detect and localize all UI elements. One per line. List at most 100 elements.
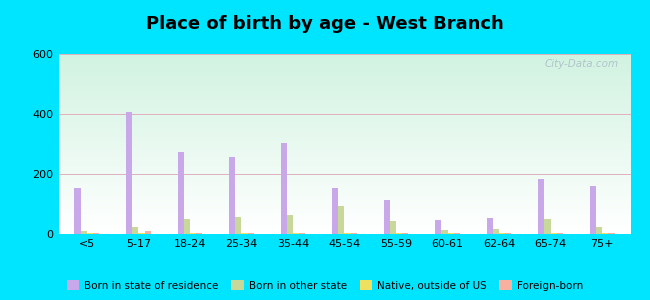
Bar [58,186,630,187]
Bar [58,160,630,161]
Bar [299,233,305,234]
Bar [58,194,630,195]
Bar [390,220,396,234]
Bar [436,220,441,234]
Bar [58,227,630,228]
Bar [58,69,630,70]
Bar [538,179,545,234]
Bar [248,233,254,234]
Bar [58,130,630,131]
Bar [58,199,630,200]
Bar [58,159,630,160]
Bar [58,76,630,77]
Bar [58,93,630,94]
Bar [58,167,630,168]
Bar [557,233,563,234]
Bar [58,196,630,197]
Bar [58,191,630,192]
Bar [384,200,390,234]
Bar [58,225,630,226]
Bar [58,146,630,147]
Bar [602,233,608,234]
Bar [58,95,630,96]
Bar [58,168,630,169]
Text: Place of birth by age - West Branch: Place of birth by age - West Branch [146,15,504,33]
Bar [58,54,630,55]
Bar [58,127,630,128]
Bar [184,219,190,234]
Bar [58,204,630,205]
Bar [58,209,630,210]
Bar [58,85,630,86]
Bar [58,120,630,121]
Bar [58,103,630,104]
Bar [58,148,630,149]
Bar [58,188,630,189]
Bar [58,233,630,234]
Bar [58,129,630,130]
Bar [58,123,630,124]
Bar [58,206,630,207]
Bar [132,227,138,234]
Bar [58,90,630,91]
Bar [58,87,630,88]
Bar [58,100,630,101]
Bar [58,135,630,136]
Bar [58,79,630,80]
Bar [58,97,630,98]
Bar [58,173,630,174]
Bar [58,83,630,84]
Bar [58,104,630,105]
Bar [58,56,630,57]
Bar [81,231,87,234]
Bar [58,55,630,56]
Bar [58,162,630,163]
Bar [58,147,630,148]
Bar [608,232,614,234]
Bar [58,178,630,179]
Bar [58,132,630,133]
Bar [58,231,630,232]
Bar [87,233,93,234]
Bar [58,136,630,137]
Bar [58,169,630,170]
Bar [58,71,630,72]
Bar [58,224,630,225]
Bar [58,183,630,184]
Bar [402,233,408,234]
Bar [58,66,630,67]
Bar [58,86,630,87]
Bar [58,107,630,108]
Bar [58,170,630,171]
Bar [58,201,630,202]
Bar [58,190,630,191]
Bar [144,231,151,234]
Bar [505,233,512,234]
Bar [58,230,630,231]
Bar [338,206,344,234]
Bar [58,119,630,120]
Bar [58,142,630,143]
Bar [58,137,630,138]
Bar [58,215,630,216]
Bar [58,82,630,83]
Bar [58,63,630,64]
Bar [58,105,630,106]
Bar [58,192,630,193]
Bar [499,233,505,234]
Bar [58,124,630,125]
Bar [58,154,630,155]
Bar [58,189,630,190]
Bar [58,59,630,60]
Bar [58,203,630,204]
Bar [196,233,202,234]
Bar [287,214,293,234]
Bar [58,212,630,213]
Bar [58,58,630,59]
Bar [493,229,499,234]
Bar [58,197,630,198]
Bar [58,92,630,93]
Bar [58,211,630,212]
Bar [58,89,630,90]
Bar [58,81,630,82]
